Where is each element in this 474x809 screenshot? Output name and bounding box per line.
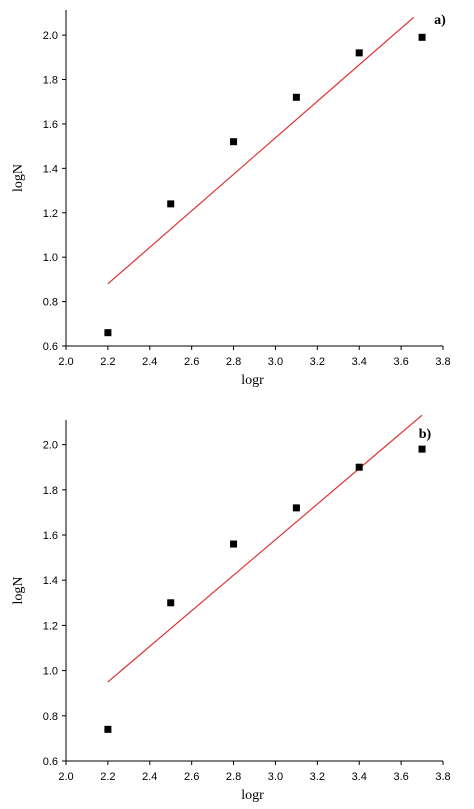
y-tick-label: 1.2	[43, 620, 58, 632]
y-tick-label: 1.4	[43, 575, 58, 587]
data-point	[418, 33, 426, 41]
y-tick-label: 1.6	[43, 530, 58, 542]
data-point	[167, 599, 175, 607]
x-tick-label: 2.4	[142, 356, 157, 368]
x-tick-label: 3.6	[393, 356, 408, 368]
x-tick-label: 2.6	[184, 771, 199, 783]
x-tick-label: 2.4	[142, 771, 157, 783]
y-tick-label: 1.6	[43, 119, 58, 131]
y-axis-label: logN	[11, 164, 26, 192]
y-tick-label: 0.8	[43, 297, 58, 309]
chart-panel-a: 2.0 2.2 2.4 2.6 2.8 3.0 3.2 3.4 3.6 3.8 0.6 0.8 1.0 1…	[11, 10, 451, 388]
x-tick-label: 3.0	[268, 771, 283, 783]
y-tick-label: 1.2	[43, 208, 58, 220]
x-tick-label: 3.4	[352, 356, 367, 368]
x-axis-label: logr	[241, 373, 264, 388]
y-tick-label: 0.6	[43, 756, 58, 768]
panel-label: b)	[419, 427, 432, 442]
x-tick-label: 2.0	[58, 356, 73, 368]
data-point	[104, 725, 112, 733]
x-tick-label: 3.0	[268, 356, 283, 368]
y-tick-label: 1.8	[43, 485, 58, 497]
fit-line	[107, 16, 415, 285]
x-tick-label: 3.2	[310, 356, 325, 368]
x-tick-label: 2.6	[184, 356, 199, 368]
y-tick-label: 0.6	[43, 341, 58, 353]
data-point	[230, 138, 238, 146]
x-tick-label: 3.8	[435, 356, 450, 368]
data-point	[418, 445, 426, 453]
x-tick-label: 3.6	[393, 771, 408, 783]
x-tick-label: 3.8	[435, 771, 450, 783]
y-axis-label: logN	[11, 577, 26, 605]
x-tick-label: 2.8	[226, 771, 241, 783]
data-point	[355, 49, 363, 57]
panel-label: a)	[434, 13, 446, 28]
y-tick-label: 1.0	[43, 666, 58, 678]
chart-panel-b: 2.0 2.2 2.4 2.6 2.8 3.0 3.2 3.4 3.6 3.8 0.6 0.8 1.0 1…	[11, 414, 451, 803]
y-tick-label: 0.8	[43, 711, 58, 723]
x-tick-label: 2.8	[226, 356, 241, 368]
y-tick-label: 1.0	[43, 252, 58, 264]
x-tick-label: 2.2	[100, 356, 115, 368]
x-tick-label: 3.4	[352, 771, 367, 783]
fit-line	[107, 414, 423, 683]
data-point	[230, 540, 238, 548]
data-point	[292, 504, 300, 512]
x-tick-label: 2.2	[100, 771, 115, 783]
y-tick-label: 1.4	[43, 163, 58, 175]
x-tick-label: 2.0	[58, 771, 73, 783]
x-tick-label: 3.2	[310, 771, 325, 783]
y-tick-label: 2.0	[43, 30, 58, 42]
x-axis-label: logr	[241, 788, 264, 803]
y-tick-label: 2.0	[43, 440, 58, 452]
data-point	[104, 329, 112, 337]
data-point	[292, 93, 300, 101]
data-point	[355, 463, 363, 471]
y-tick-label: 1.8	[43, 75, 58, 87]
data-point	[167, 200, 175, 208]
